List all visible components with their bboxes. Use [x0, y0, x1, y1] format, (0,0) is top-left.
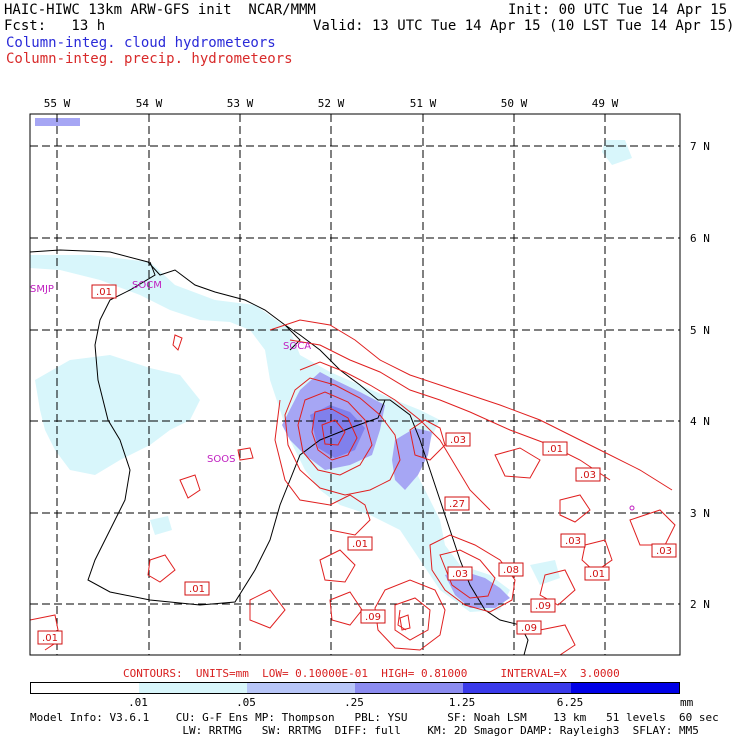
model-info-line1: Model Info: V3.6.1 CU: G-F Ens MP: Thomp… [30, 711, 719, 724]
colorbar-segment [247, 683, 355, 693]
map-frame [29, 113, 681, 656]
contour-label: .01 [347, 536, 373, 551]
contour-info: CONTOURS: UNITS=mm LOW= 0.10000E-01 HIGH… [123, 667, 620, 680]
contour-label-text: .01 [589, 569, 605, 580]
contour-label-text: .03 [452, 569, 468, 580]
contour-label: .09 [516, 620, 542, 635]
lon-label: 55 W [43, 97, 71, 110]
lat-label: 2 N [690, 598, 710, 611]
lat-label: 7 N [690, 140, 710, 153]
colorbar-segment [355, 683, 463, 693]
contour-label-text: .01 [42, 633, 58, 644]
colorbar-segment [139, 683, 247, 693]
map-title: HAIC-HIWC 13km ARW-GFS init NCAR/MMM [4, 2, 316, 18]
contour-label-text: .27 [449, 499, 465, 510]
model-info-line2: LW: RRTMG SW: RRTMG DIFF: full KM: 2D Sm… [30, 724, 699, 737]
lat-label: 3 N [690, 507, 710, 520]
colorbar-segment [571, 683, 679, 693]
contour-label: .03 [445, 432, 471, 447]
colorbar-segment [31, 683, 139, 693]
colorbar-segment [463, 683, 571, 693]
colorbar-tick: .25 [344, 696, 364, 709]
colorbar-tick: .01 [128, 696, 148, 709]
lon-label: 54 W [135, 97, 163, 110]
contour-label: .09 [530, 598, 556, 613]
contour-label: .01 [184, 581, 210, 596]
legend-cloud-hydrometeors: Column-integ. cloud hydrometeors [6, 35, 276, 51]
contour-label: .01 [584, 566, 610, 581]
contour-label-text: .09 [365, 612, 381, 623]
init-time: Init: 00 UTC Tue 14 Apr 15 [508, 2, 728, 18]
contour-label: .08 [498, 562, 524, 577]
colorbar-tick: 6.25 [556, 696, 584, 709]
contour-label-text: .03 [580, 470, 596, 481]
forecast-hour: Fcst: 13 h [4, 18, 106, 34]
contour-label: .03 [651, 543, 677, 558]
contour-label-text: .01 [352, 539, 368, 550]
contour-label-text: .03 [656, 546, 672, 557]
contour-label-text: .09 [521, 623, 537, 634]
lon-label: 50 W [500, 97, 528, 110]
cloud-shading-dark [310, 405, 365, 458]
lat-label: 4 N [690, 415, 710, 428]
lon-label: 49 W [591, 97, 619, 110]
lat-label: 5 N [690, 324, 710, 337]
lat-label: 6 N [690, 232, 710, 245]
contour-label-text: .03 [565, 536, 581, 547]
colorbar-unit: mm [680, 696, 694, 709]
contour-label: .01 [37, 630, 63, 645]
contour-label: .03 [447, 566, 473, 581]
contour-label-text: .01 [189, 584, 205, 595]
station-label: SOCM [132, 280, 162, 291]
contour-label: .01 [542, 441, 568, 456]
station-label: SOOS [207, 454, 235, 465]
contour-labels: .01 .01 .03 .01 .03 .27 .01 .03 .03 .01 … [37, 284, 677, 645]
cloud-shading-light [30, 140, 632, 612]
contour-label-text: .01 [547, 444, 563, 455]
lon-label: 52 W [317, 97, 345, 110]
valid-time: Valid: 13 UTC Tue 14 Apr 15 (10 LST Tue … [313, 18, 735, 34]
contour-label-text: .03 [450, 435, 466, 446]
contour-label: .09 [360, 609, 386, 624]
contour-label: .03 [560, 533, 586, 548]
station-label: SMJP [30, 284, 54, 295]
stations: SMJP SOCM SOCA SOOS [30, 280, 635, 511]
colorbar-tick: 1.25 [448, 696, 476, 709]
colorbar [30, 682, 680, 694]
legend-precip-hydrometeors: Column-integ. precip. hydrometeors [6, 51, 293, 67]
station-marker [629, 505, 635, 511]
contour-label: .03 [575, 467, 601, 482]
contour-label-text: .01 [96, 287, 112, 298]
contour-label-text: .09 [535, 601, 551, 612]
contour-label: .27 [444, 496, 470, 511]
contour-label: .01 [91, 284, 117, 299]
station-label: SOCA [283, 341, 311, 352]
colorbar-tick: .05 [236, 696, 256, 709]
lon-label: 53 W [226, 97, 254, 110]
lon-label: 51 W [409, 97, 437, 110]
contour-label-text: .08 [503, 565, 519, 576]
